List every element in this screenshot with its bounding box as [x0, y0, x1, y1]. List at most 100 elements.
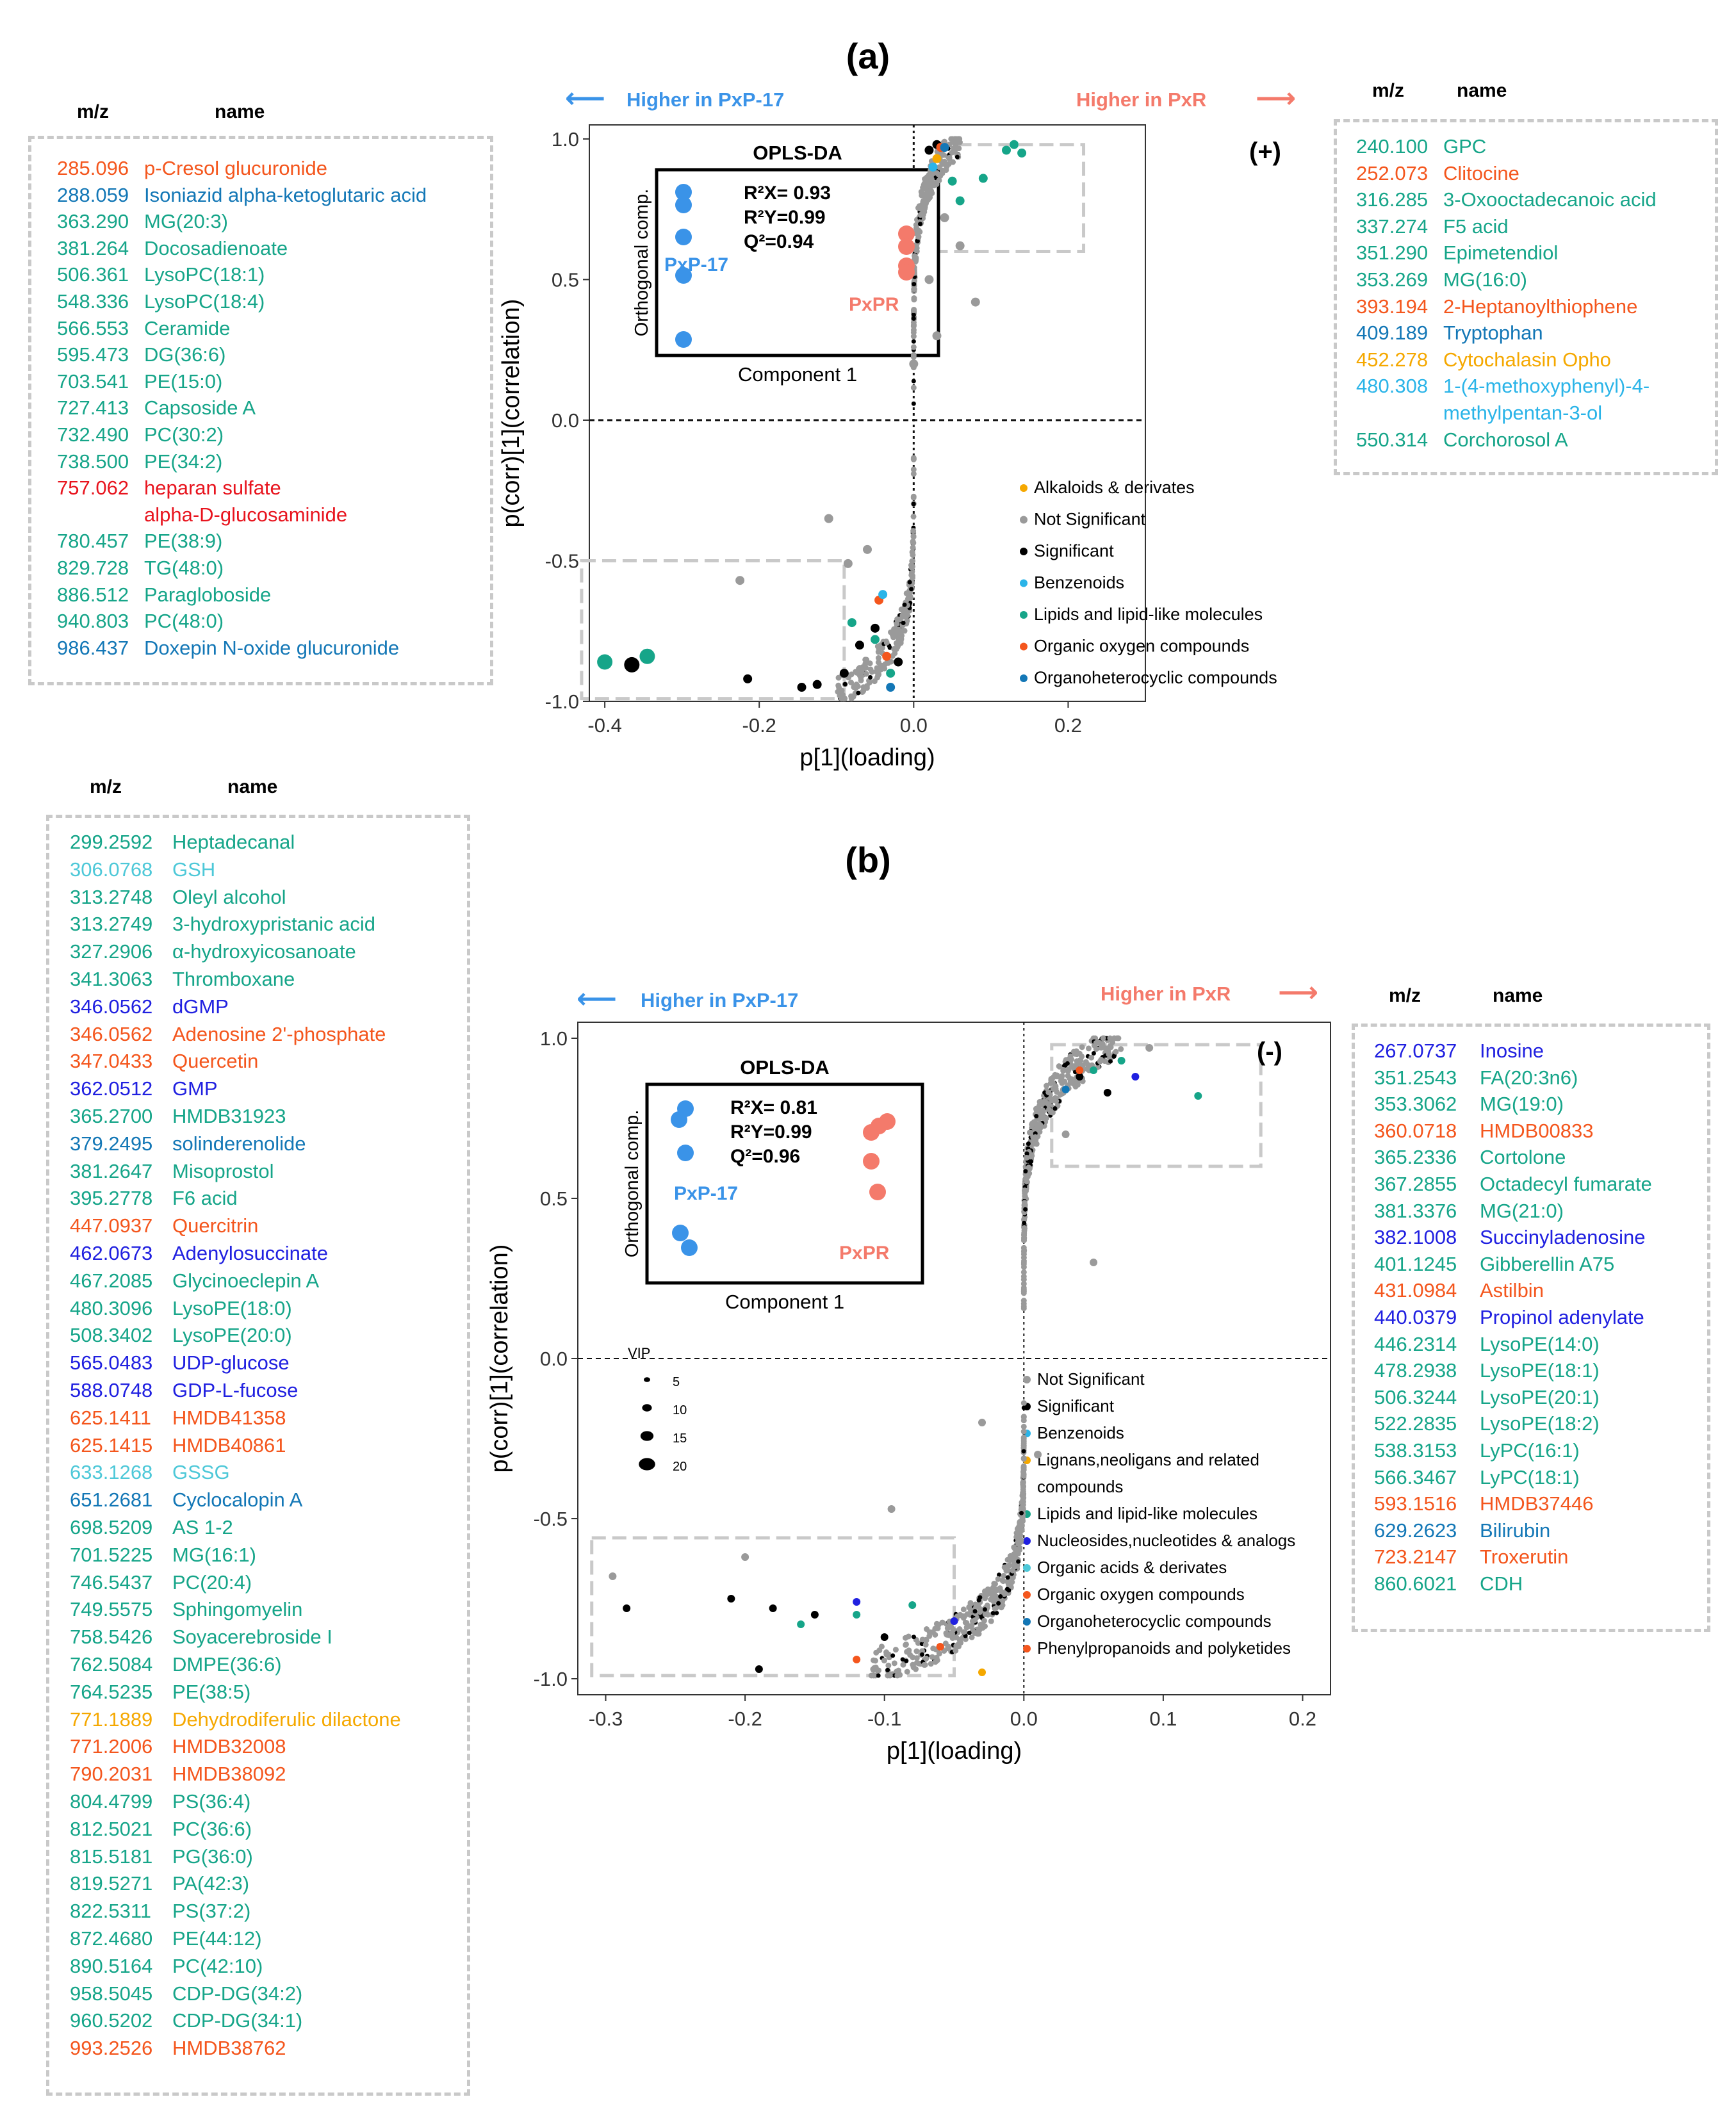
metabolite-mz: 452.278: [1356, 348, 1429, 371]
background-point: [1093, 1040, 1099, 1046]
metabolite-mz: 790.2031: [70, 1763, 153, 1786]
background-point: [956, 145, 962, 152]
background-point: [1057, 1091, 1063, 1098]
metabolite-mz: 327.2906: [70, 940, 153, 963]
metabolite-name: LyPC(18:1): [1480, 1465, 1580, 1489]
background-point: [876, 1673, 881, 1678]
legend-marker: [1023, 1618, 1031, 1626]
data-point: [932, 331, 942, 341]
background-point: [978, 1595, 983, 1600]
background-point: [944, 1631, 950, 1638]
metabolite-mz: 727.413: [57, 396, 129, 420]
metabolite-mz: 565.0483: [70, 1351, 153, 1375]
metabolite-name: Ceramide: [144, 316, 231, 339]
metabolite-mz: 367.2855: [1374, 1173, 1457, 1195]
background-point: [911, 502, 916, 507]
background-point: [1058, 1075, 1065, 1082]
background-point: [990, 1610, 995, 1615]
panel-b-label: (b): [845, 840, 891, 880]
data-point: [970, 297, 980, 307]
metabolite-row: 381.3376 MG(21:0): [1374, 1200, 1564, 1223]
background-point: [1113, 1048, 1119, 1055]
background-point: [960, 1606, 967, 1613]
legend-marker: [1023, 1376, 1031, 1383]
x-tick-label: -0.4: [587, 714, 621, 737]
metabolite-mz: 446.2314: [1374, 1332, 1457, 1355]
data-point: [1010, 140, 1019, 149]
metabolite-name: methylpentan-3-ol: [1443, 402, 1603, 424]
metabolite-row: 746.5437 PC(20:4): [70, 1571, 252, 1594]
metabolite-row: 829.728 TG(48:0): [57, 557, 224, 580]
background-point: [858, 669, 865, 675]
background-point: [1115, 1035, 1122, 1041]
metabolite-mz: 360.0718: [1374, 1119, 1457, 1142]
inset-frame: [655, 168, 940, 357]
background-point: [910, 307, 917, 314]
background-point: [912, 282, 917, 287]
inset-point: [671, 1111, 687, 1128]
background-point: [873, 668, 880, 674]
background-point: [1016, 1559, 1021, 1564]
background-point: [910, 528, 917, 534]
metabolite-mz: 633.1268: [70, 1461, 153, 1484]
background-point: [894, 616, 901, 623]
metabolite-row: 732.490 PC(30:2): [57, 423, 224, 446]
metabolite-name: 1-(4-methoxyphenyl)-4-: [1443, 375, 1650, 398]
background-point: [1005, 1575, 1010, 1580]
metabolite-name: GSH: [172, 858, 216, 881]
background-point: [1031, 1139, 1038, 1146]
inset-title: OPLS-DA: [753, 142, 842, 164]
background-point: [1046, 1106, 1052, 1113]
background-point: [1039, 1114, 1045, 1120]
metabolite-mz: 288.059: [57, 183, 129, 206]
x-axis-label: p[1](loading): [799, 744, 935, 771]
x-axis-label: p[1](loading): [887, 1738, 1022, 1765]
y-tick-label: 0.0: [540, 1348, 568, 1370]
metabolite-mz: 381.3376: [1374, 1199, 1457, 1222]
metabolite-name: Cortolone: [1480, 1146, 1566, 1169]
metabolite-name: GSSG: [172, 1461, 230, 1484]
legend-label: Benzenoids: [1037, 1423, 1124, 1442]
metabolite-row: 313.2748 Oleyl alcohol: [70, 886, 286, 909]
metabolite-mz: 478.2938: [1374, 1359, 1457, 1382]
metabolite-mz: 780.457: [57, 530, 129, 553]
background-point: [869, 669, 875, 675]
background-point: [1020, 1440, 1027, 1446]
metabolite-mz: 467.2085: [70, 1269, 153, 1292]
background-point: [853, 685, 859, 691]
x-tick-label: -0.2: [742, 714, 776, 737]
background-point: [915, 234, 922, 240]
background-point: [1010, 1567, 1016, 1574]
background-point: [910, 352, 917, 358]
data-point: [810, 1611, 819, 1619]
data-point: [735, 576, 745, 585]
legend-label: Significant: [1037, 1396, 1115, 1415]
background-point: [910, 540, 917, 546]
data-point: [928, 162, 938, 172]
background-point: [878, 662, 884, 669]
background-point: [1020, 1269, 1027, 1275]
background-point: [1021, 1405, 1026, 1410]
metabolite-name: CDH: [1480, 1572, 1523, 1595]
metabolite-row: 452.278 Cytochalasin Opho: [1356, 348, 1611, 371]
background-point: [924, 1626, 930, 1633]
data-point: [853, 1656, 861, 1663]
panel-a-right-direction: Higher in PxR: [1076, 88, 1207, 111]
metabolite-name: Thromboxane: [172, 968, 295, 990]
background-point: [1079, 1044, 1085, 1050]
metabolite-mz: 548.336: [57, 290, 129, 313]
metabolite-mz: 764.5235: [70, 1680, 153, 1703]
metabolite-mz: 365.2700: [70, 1105, 153, 1127]
background-point: [1060, 1067, 1067, 1073]
metabolite-name: PC(20:4): [172, 1570, 252, 1594]
metabolite-mz: 771.2006: [70, 1735, 153, 1758]
background-point: [1056, 1063, 1062, 1070]
background-point: [835, 682, 842, 689]
data-point: [955, 241, 965, 250]
metabolite-row: 758.5426 Soyacerebroside I: [70, 1626, 332, 1649]
metabolite-mz: 986.437: [57, 636, 129, 659]
background-point: [926, 1633, 933, 1639]
background-point: [1026, 1165, 1033, 1171]
background-point: [876, 1647, 883, 1654]
inset-point: [681, 1239, 698, 1256]
